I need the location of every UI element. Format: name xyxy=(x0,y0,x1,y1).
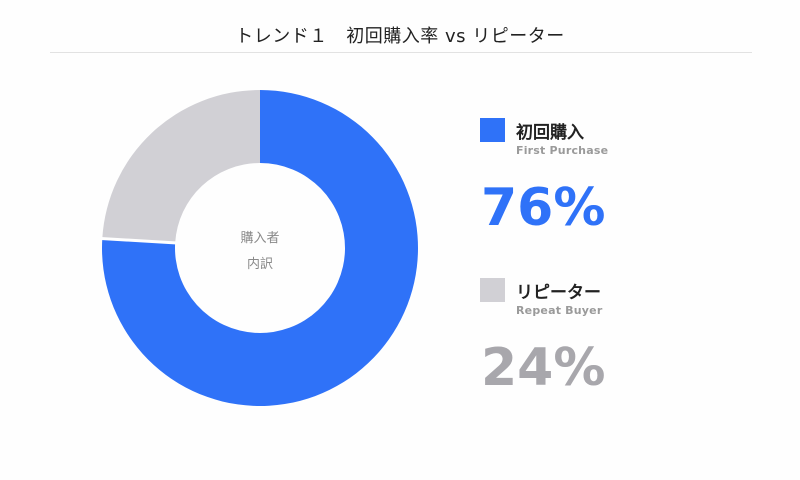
legend-label-first-purchase: 初回購入 xyxy=(516,123,584,143)
title-divider xyxy=(50,52,752,53)
donut-segment-repeat-buyer[interactable] xyxy=(102,89,260,243)
donut-center-label-line2: 内訳 xyxy=(246,257,273,272)
legend-value-first-purchase: 76% xyxy=(481,178,606,238)
legend-swatch-first-purchase xyxy=(480,118,505,142)
legend-sublabel-first-purchase: First Purchase xyxy=(516,144,609,157)
chart-title: トレンド１ 初回購入率 vs リピーター xyxy=(235,26,565,47)
legend-label-repeat-buyer: リピーター xyxy=(516,283,601,303)
donut-center-label-line1: 購入者 xyxy=(240,231,280,246)
legend-swatch-repeat-buyer xyxy=(480,278,505,302)
donut-segment-first-purchase[interactable] xyxy=(101,90,418,406)
segment-separator xyxy=(100,237,178,245)
legend-value-repeat-buyer: 24% xyxy=(481,338,606,398)
legend-sublabel-repeat-buyer: Repeat Buyer xyxy=(516,304,603,317)
